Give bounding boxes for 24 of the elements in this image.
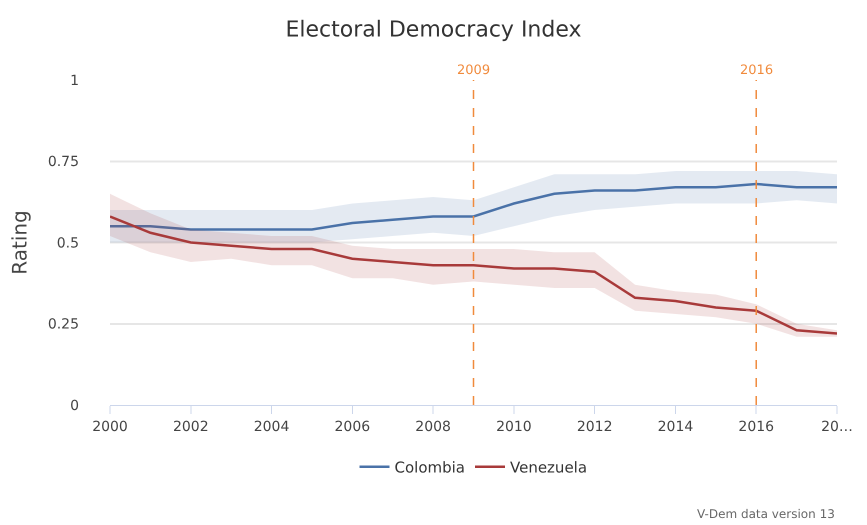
x-tick-label: 2016 xyxy=(738,418,774,435)
y-tick-label: 0 xyxy=(70,398,79,414)
text: V-Dem data version 13 xyxy=(697,507,835,521)
x-tick-label: 2010 xyxy=(496,418,532,435)
y-tick-label: 0.25 xyxy=(48,316,79,333)
legend-label: Colombia xyxy=(394,458,465,477)
line-series xyxy=(110,215,837,335)
y-tick-label: 0.5 xyxy=(56,235,79,252)
x-tick-label: 2006 xyxy=(334,418,370,435)
x-tick-label: 2002 xyxy=(172,418,209,435)
y-axis-title: Rating xyxy=(7,210,32,275)
x-tick-label: 2008 xyxy=(415,418,451,435)
ref-line-label: 2016 xyxy=(740,63,774,78)
x-tick-label: 2000 xyxy=(92,418,128,435)
x-tick-label: 2014 xyxy=(658,418,694,435)
x-tick-label: 20… xyxy=(821,418,853,435)
ref-line-label: 2009 xyxy=(457,63,490,78)
line-series xyxy=(110,182,837,231)
y-tick-label: 1 xyxy=(70,72,79,89)
chart-title: Electoral Democracy Index xyxy=(285,17,582,42)
x-tick-label: 2004 xyxy=(254,418,290,435)
y-tick-label: 0.75 xyxy=(48,154,79,170)
legend-label: Venezuela xyxy=(510,458,588,477)
x-tick-label: 2012 xyxy=(576,418,612,435)
